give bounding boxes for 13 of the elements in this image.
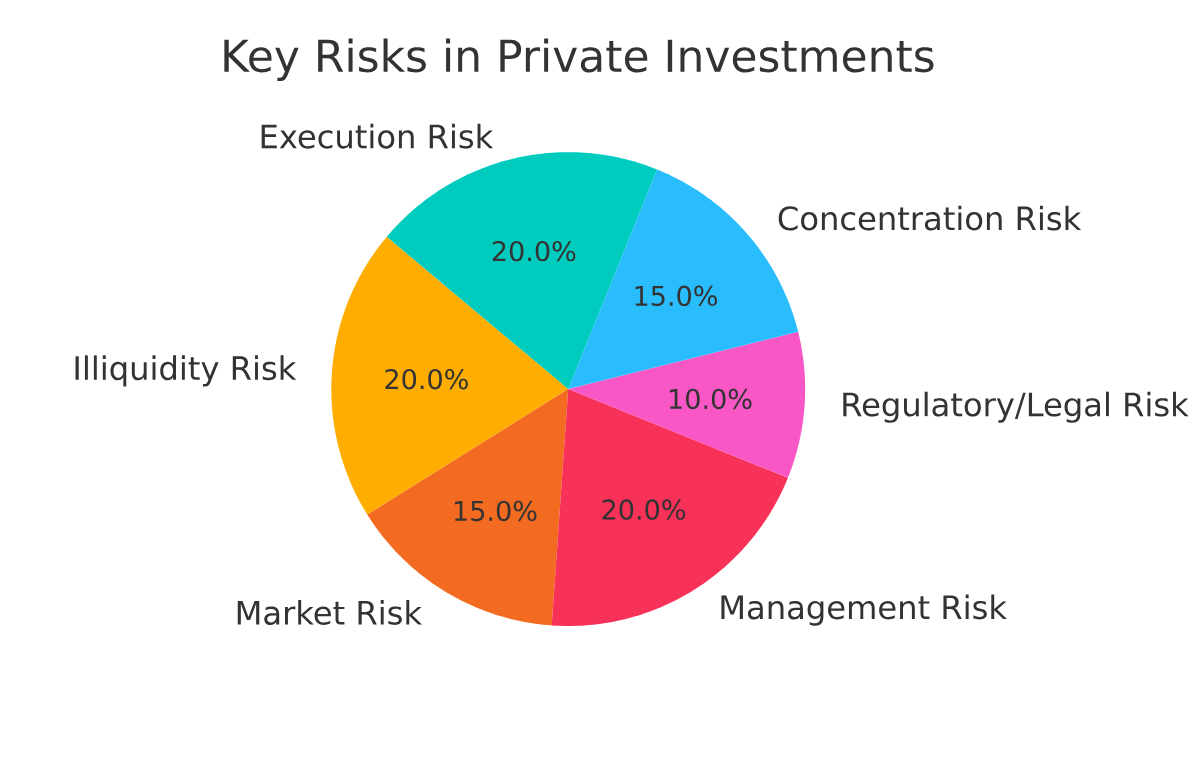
data-label: 15.0% [454,500,537,521]
slice-label: Market Risk [237,599,422,625]
chart-title: Key Risks in Private Investments [224,38,934,81]
data-label: 20.0% [492,240,576,262]
data-label: 20.0% [602,499,686,520]
slice-label: Concentration Risk [778,205,1082,231]
slice-label: Illiquidity Risk [75,355,297,387]
slice-label: Management Risk [721,594,1007,626]
slice-label: Execution Risk [261,123,494,149]
data-label: 20.0% [385,368,468,390]
data-label: 10.0% [670,388,752,409]
slice-label: Regulatory/Legal Risk [843,391,1189,423]
data-label: 15.0% [635,285,717,306]
